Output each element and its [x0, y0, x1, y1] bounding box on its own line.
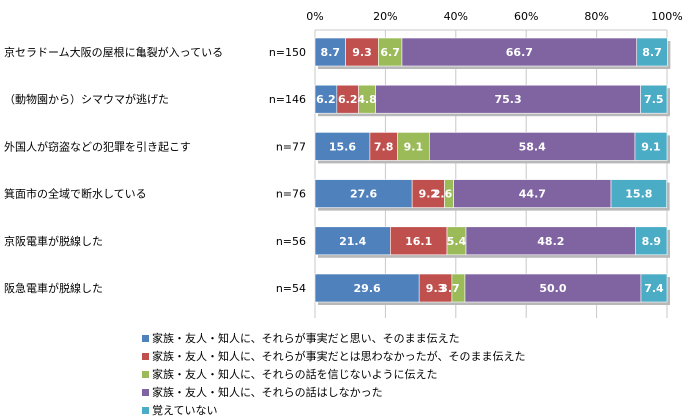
data-label: 27.6 [350, 188, 377, 201]
n-label: n=56 [276, 235, 306, 248]
category-label: 箕面市の全域で断水している [4, 187, 147, 201]
x-tick-label: 20% [373, 10, 397, 23]
data-label: 75.3 [495, 93, 522, 106]
bar-segment [634, 132, 668, 161]
gridlines [314, 29, 668, 318]
data-label: 7.8 [374, 140, 394, 153]
category-label: 京セラドーム大阪の屋根に亀裂が入っている [4, 45, 223, 59]
legend-label: 覚えていない [152, 404, 218, 417]
data-label: 3.7 [440, 282, 460, 295]
category-label: 阪急電車が脱線した [4, 281, 103, 295]
data-label: 50.0 [539, 282, 566, 295]
data-label: 4.8 [357, 93, 377, 106]
data-label: 7.5 [644, 93, 664, 106]
data-label: 9.1 [404, 140, 424, 153]
legend-swatch [142, 370, 149, 378]
bar-segment [375, 84, 641, 114]
data-label: 9.2 [419, 188, 439, 201]
bar-segment [610, 179, 667, 208]
bar-segment [418, 273, 453, 303]
data-labels: 8.7 9.3 6.7 66.7 8.76.2 6.2 4.8 75.3 7.515.6 7.8 9… [316, 46, 664, 295]
legend-item: 家族・友人・知人に、それらの話はしなかった [142, 383, 682, 401]
data-label: 29.6 [354, 282, 381, 295]
data-label: 5.4 [447, 235, 467, 248]
n-label: n=76 [276, 188, 306, 201]
category-label: 京阪電車が脱線した [4, 234, 103, 248]
data-label: 2.6 [433, 188, 453, 201]
data-label: 48.2 [537, 235, 564, 248]
data-label: 66.7 [506, 46, 533, 59]
data-label: 6.2 [316, 93, 336, 106]
bar-segment [314, 37, 346, 67]
bar-segment [635, 226, 668, 256]
legend-label: 家族・友人・知人に、それらの話を信じないように伝えた [152, 368, 438, 381]
category-label: 外国人が窃盗などの犯罪を引き起こす [4, 139, 191, 153]
x-tick-label: 40% [444, 10, 468, 23]
n-label: n=150 [269, 46, 306, 59]
legend-swatch [142, 352, 149, 360]
data-label: 58.4 [519, 140, 546, 153]
x-tick-label: 80% [584, 10, 608, 23]
n-labels: n=150 n=146 n=77 n=76 n=56 n=54 [269, 46, 306, 295]
bar-segment [411, 179, 445, 208]
legend-label: 家族・友人・知人に、それらが事実だと思い、そのまま伝えた [152, 332, 460, 345]
bar-segment [640, 273, 668, 303]
bar-segment [314, 226, 391, 256]
data-label: 8.7 [642, 46, 662, 59]
legend-label: 家族・友人・知人に、それらが事実だとは思わなかったが、そのまま伝えた [152, 350, 526, 363]
bar-segment [314, 273, 420, 303]
legend-label: 家族・友人・知人に、それらの話はしなかった [152, 386, 383, 399]
data-label: 7.4 [644, 282, 664, 295]
x-tick-label: 100% [651, 10, 682, 23]
bar-segment [465, 226, 636, 256]
bar-segment [401, 37, 638, 67]
category-labels: 京セラドーム大阪の屋根に亀裂が入っている （動物園から）シマウマが逃げた外国人が窃… [4, 45, 223, 295]
x-tick-label: 60% [514, 10, 538, 23]
n-label: n=146 [269, 93, 306, 106]
data-label: 6.2 [338, 93, 358, 106]
legend-item: 家族・友人・知人に、それらが事実だと思い、そのまま伝えた [142, 329, 682, 347]
bar-segment [314, 179, 413, 208]
legend-item: 家族・友人・知人に、それらが事実だとは思わなかったが、そのまま伝えた [142, 347, 682, 365]
data-label: 16.1 [405, 235, 432, 248]
data-label: 15.6 [329, 140, 356, 153]
data-label: 6.7 [380, 46, 400, 59]
bar-segment [345, 37, 379, 67]
legend-swatch [142, 388, 149, 396]
legend-swatch [142, 406, 149, 414]
data-label: 44.7 [519, 188, 546, 201]
bar-segment [636, 37, 668, 67]
legend-swatch [142, 334, 149, 342]
legend-item: 覚えていない [142, 401, 682, 419]
bar-segment [397, 132, 430, 161]
data-label: 9.3 [426, 282, 446, 295]
category-label: （動物園から）シマウマが逃げた [4, 92, 169, 106]
x-axis-ticks: 0% 20% 40% 60% 80% 100% [306, 10, 682, 23]
x-tick-label: 0% [306, 10, 323, 23]
data-label: 8.7 [321, 46, 341, 59]
data-label: 9.3 [352, 46, 372, 59]
data-label: 8.9 [642, 235, 662, 248]
data-label: 21.4 [339, 235, 366, 248]
legend-item: 家族・友人・知人に、それらの話を信じないように伝えた [142, 365, 682, 383]
data-label: 15.8 [625, 188, 652, 201]
n-label: n=77 [276, 140, 306, 153]
n-label: n=54 [276, 282, 306, 295]
bars [314, 37, 671, 305]
legend: 家族・友人・知人に、それらが事実だと思い、そのまま伝えた 家族・友人・知人に、それ… [142, 329, 682, 419]
data-label: 9.1 [641, 140, 661, 153]
bar-segment [640, 84, 668, 114]
